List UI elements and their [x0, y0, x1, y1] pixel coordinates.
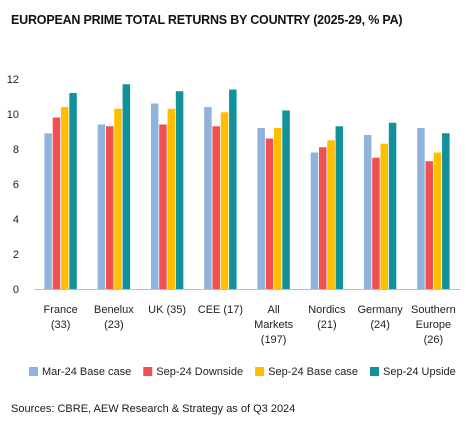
bar [159, 124, 167, 289]
bar [417, 128, 425, 289]
bar [372, 157, 380, 289]
bar [212, 126, 220, 289]
bar [61, 107, 69, 289]
bar [44, 133, 52, 289]
bar [257, 128, 265, 289]
chart-title: EUROPEAN PRIME TOTAL RETURNS BY COUNTRY … [11, 13, 403, 27]
bar [229, 89, 237, 289]
legend-label: Sep-24 Upside [383, 366, 456, 378]
x-category-label: Southern [411, 304, 456, 316]
bar [327, 140, 335, 289]
x-category-label: (23) [104, 319, 124, 331]
bar [274, 128, 282, 289]
bar [433, 152, 442, 289]
x-category-label: (21) [317, 319, 337, 331]
bar [442, 133, 450, 289]
bar [69, 93, 77, 289]
x-category-label: All [268, 304, 280, 316]
legend-item: Mar-24 Base case [29, 366, 131, 378]
bar [363, 135, 372, 289]
bar [380, 143, 389, 289]
bar [335, 126, 344, 289]
y-tick-label: 10 [7, 109, 19, 121]
legend-swatch [370, 367, 379, 376]
bar [318, 147, 327, 289]
bar [282, 110, 290, 289]
legend-swatch [143, 367, 153, 376]
source-note: Sources: CBRE, AEW Research & Strategy a… [11, 403, 296, 415]
bar [167, 108, 176, 289]
bar [150, 103, 159, 289]
x-category-label: (24) [370, 319, 390, 331]
bar [310, 152, 319, 289]
bar [105, 126, 114, 289]
bar [204, 107, 212, 289]
x-category-label: Germany [358, 304, 404, 316]
x-category-label: Nordics [308, 304, 346, 316]
legend-label: Sep-24 Base case [268, 366, 358, 378]
bar [97, 124, 106, 289]
legend-item: Sep-24 Downside [143, 366, 243, 378]
legend-swatch [29, 367, 38, 376]
bar [175, 91, 184, 289]
x-category-label: UK (35) [148, 304, 186, 316]
y-tick-label: 2 [13, 249, 19, 261]
y-tick-label: 12 [7, 74, 19, 86]
bar [425, 161, 433, 289]
bar [220, 112, 229, 289]
bar [122, 84, 131, 289]
bar [388, 122, 397, 289]
legend-item: Sep-24 Base case [255, 366, 358, 378]
x-category-label: CEE (17) [198, 304, 243, 316]
x-category-label: Benelux [94, 304, 134, 316]
x-category-label: (33) [51, 319, 71, 331]
x-category-label: Markets [254, 319, 294, 331]
x-category-label: (197) [261, 334, 287, 346]
legend-swatch [255, 367, 265, 376]
y-tick-label: 8 [13, 144, 19, 156]
x-category-label: Europe [416, 319, 451, 331]
bar [114, 108, 122, 289]
y-tick-label: 4 [13, 214, 19, 226]
y-tick-label: 0 [13, 284, 19, 296]
x-category-label: France [44, 304, 78, 316]
bar [52, 117, 61, 289]
legend-item: Sep-24 Upside [370, 366, 456, 378]
y-tick-label: 6 [13, 179, 19, 191]
x-category-label: (26) [424, 334, 444, 346]
legend-label: Sep-24 Downside [156, 366, 243, 378]
legend-label: Mar-24 Base case [42, 366, 131, 378]
bar [265, 138, 274, 289]
